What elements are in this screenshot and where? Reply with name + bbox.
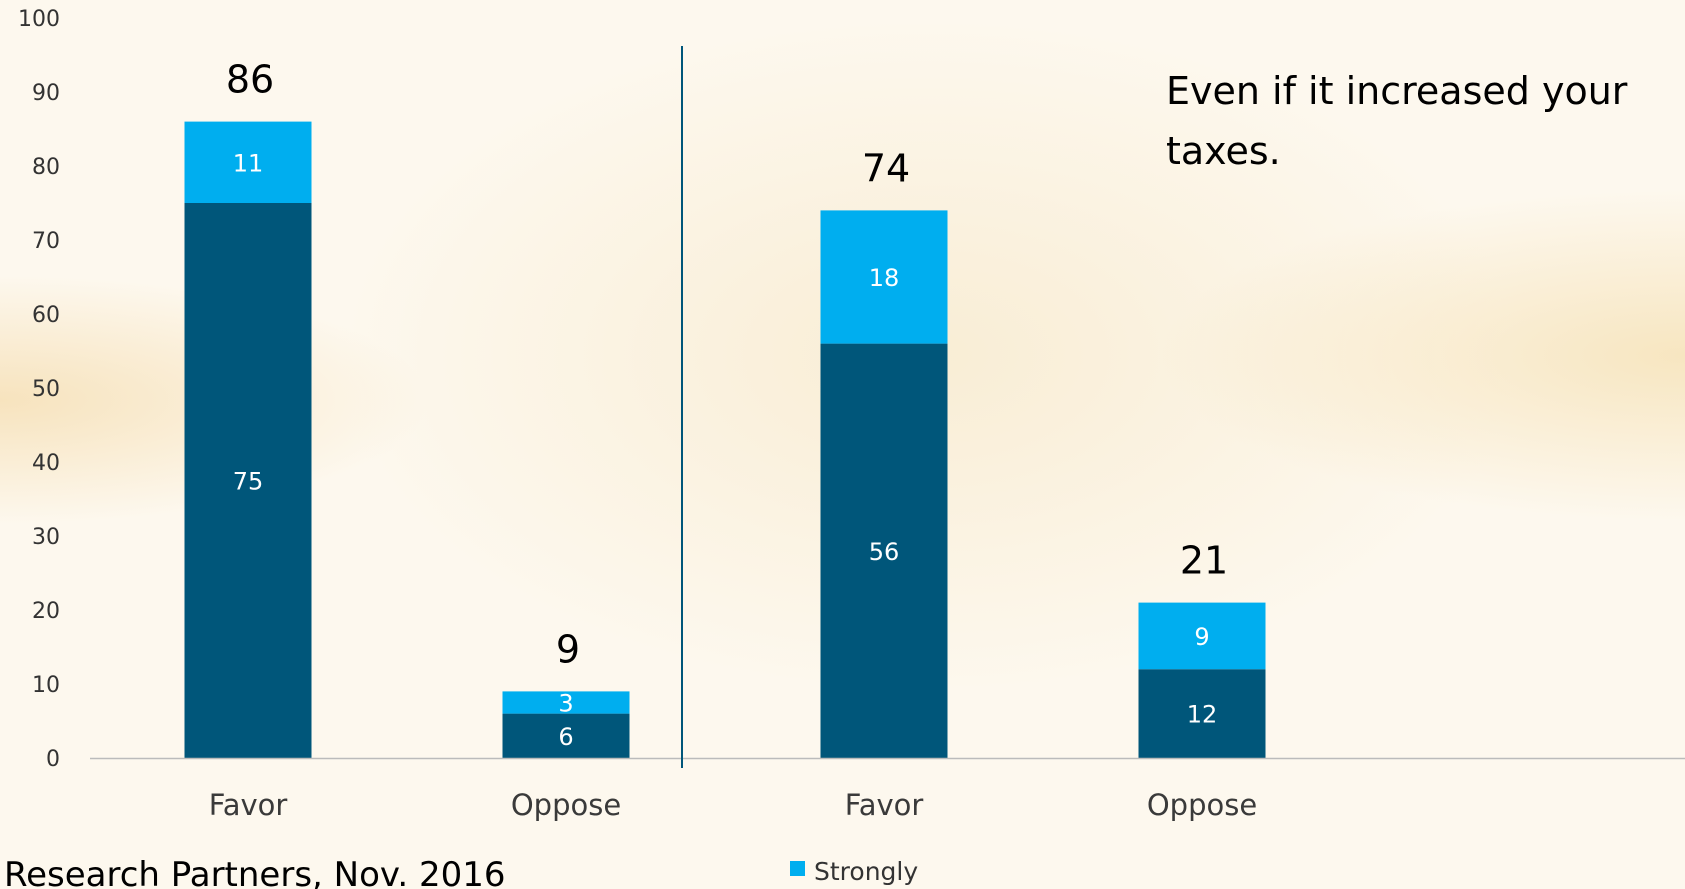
x-axis: Favor Oppose Favor Oppose	[90, 46, 1685, 822]
bar-total-label: 74	[862, 146, 910, 190]
y-tick-label: 30	[32, 525, 60, 550]
source-note: Research Partners, Nov. 2016	[4, 855, 506, 889]
x-category-label: Favor	[209, 788, 288, 822]
legend-swatch-strongly	[790, 861, 805, 876]
bar-total-label: 21	[1180, 539, 1228, 583]
bar-segment-base	[184, 203, 312, 758]
y-tick-label: 80	[32, 155, 60, 180]
bar-total-label: 86	[226, 58, 274, 102]
y-tick-label: 20	[32, 599, 60, 624]
y-tick-label: 0	[46, 747, 60, 772]
bars: 75 11 6 3 56 18 12 9	[184, 121, 1266, 758]
annotation-line-1: Even if it increased your	[1166, 69, 1628, 113]
segment-value-label: 9	[1194, 623, 1209, 651]
segment-value-label: 6	[558, 723, 573, 751]
y-tick-label: 90	[32, 81, 60, 106]
y-tick-label: 40	[32, 451, 60, 476]
segment-value-label: 11	[233, 149, 264, 177]
bar-segment-strongly	[184, 121, 312, 203]
y-tick-label: 50	[32, 377, 60, 402]
legend: Strongly	[790, 857, 918, 886]
x-category-label: Favor	[845, 788, 924, 822]
y-axis: 0 10 20 30 40 50 60 70 80 90 100	[18, 7, 60, 772]
x-category-label: Oppose	[511, 788, 621, 822]
total-labels: 86 9 74 21	[226, 58, 1228, 672]
bar-segment-base	[820, 343, 948, 758]
y-tick-label: 70	[32, 229, 60, 254]
segment-value-label: 75	[233, 468, 264, 496]
segment-value-label: 12	[1187, 701, 1218, 729]
bar-segment-strongly	[1138, 602, 1266, 670]
segment-value-label: 56	[869, 538, 900, 566]
bar-segment-base	[502, 713, 630, 758]
x-category-label: Oppose	[1147, 788, 1257, 822]
bar-segment-base	[1138, 669, 1266, 758]
y-tick-label: 10	[32, 673, 60, 698]
y-tick-label: 100	[18, 7, 60, 32]
segment-value-label: 18	[869, 264, 900, 292]
bar-segment-strongly	[820, 210, 948, 344]
bar-segment-strongly	[502, 691, 630, 714]
segment-value-label: 3	[558, 690, 573, 718]
legend-label-strongly: Strongly	[814, 857, 918, 886]
annotation-line-2: taxes.	[1166, 129, 1281, 173]
bar-total-label: 9	[556, 627, 580, 671]
y-tick-label: 60	[32, 303, 60, 328]
